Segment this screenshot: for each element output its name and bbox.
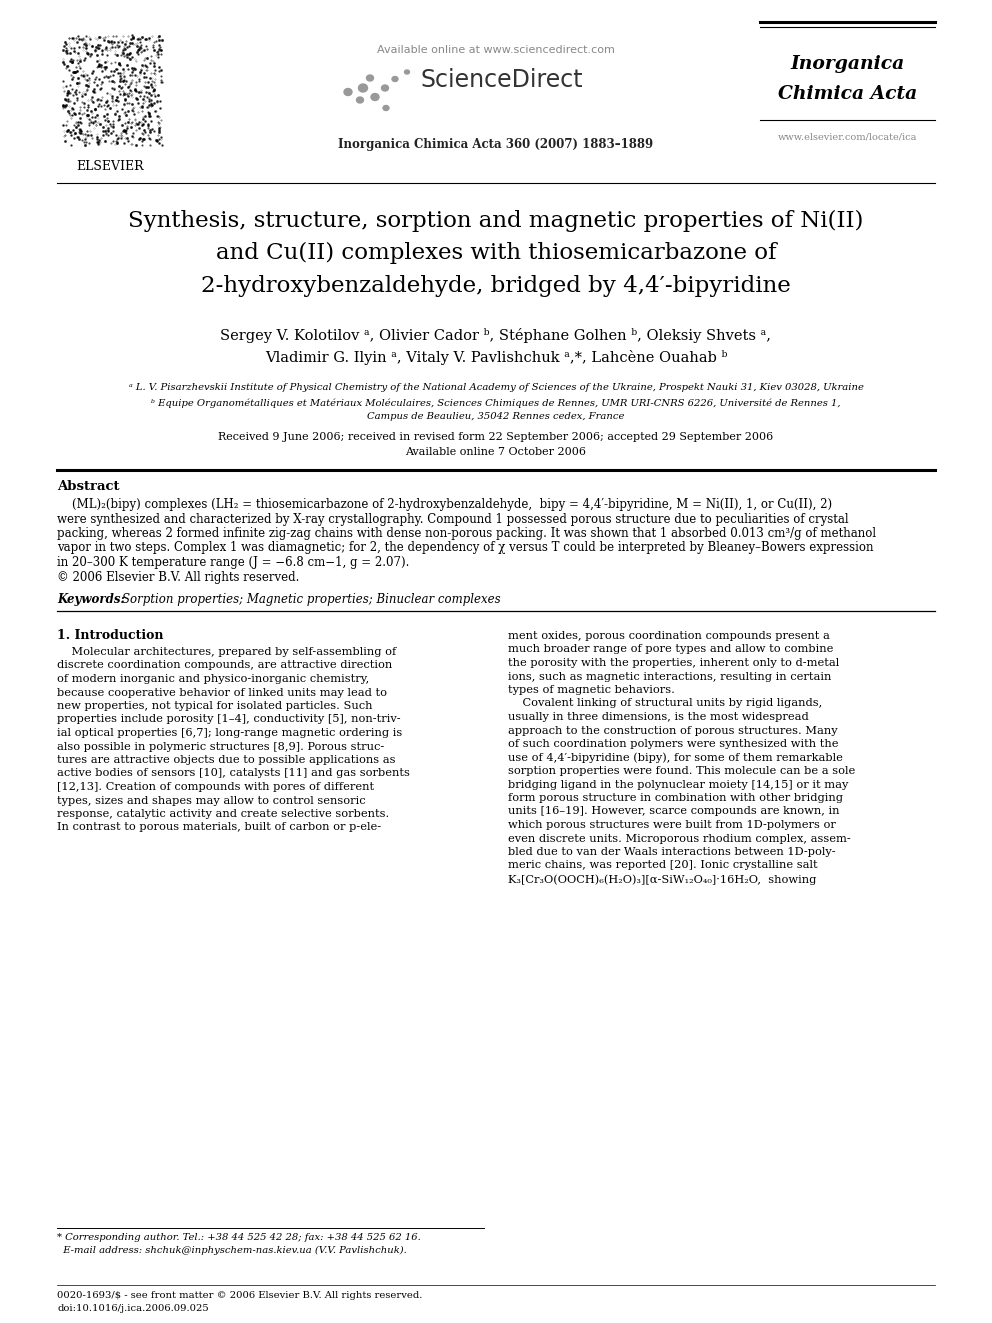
Text: In contrast to porous materials, built of carbon or p-ele-: In contrast to porous materials, built o… xyxy=(57,823,381,832)
Text: doi:10.1016/j.ica.2006.09.025: doi:10.1016/j.ica.2006.09.025 xyxy=(57,1304,208,1312)
Text: Synthesis, structure, sorption and magnetic properties of Ni(II)
and Cu(II) comp: Synthesis, structure, sorption and magne… xyxy=(128,210,864,296)
Text: ᵃ L. V. Pisarzhevskii Institute of Physical Chemistry of the National Academy of: ᵃ L. V. Pisarzhevskii Institute of Physi… xyxy=(129,382,863,392)
Ellipse shape xyxy=(371,94,379,101)
Text: ment oxides, porous coordination compounds present a: ment oxides, porous coordination compoun… xyxy=(509,631,830,642)
Text: even discrete units. Microporous rhodium complex, assem-: even discrete units. Microporous rhodium… xyxy=(509,833,851,844)
Text: discrete coordination compounds, are attractive direction: discrete coordination compounds, are att… xyxy=(57,660,392,671)
Text: Available online at www.sciencedirect.com: Available online at www.sciencedirect.co… xyxy=(377,45,615,56)
Text: much broader range of pore types and allow to combine: much broader range of pore types and all… xyxy=(509,644,834,655)
Text: Inorganica: Inorganica xyxy=(791,56,905,73)
Text: © 2006 Elsevier B.V. All rights reserved.: © 2006 Elsevier B.V. All rights reserved… xyxy=(57,570,300,583)
Text: Chimica Acta: Chimica Acta xyxy=(779,85,918,103)
Text: [12,13]. Creation of compounds with pores of different: [12,13]. Creation of compounds with pore… xyxy=(57,782,374,792)
Ellipse shape xyxy=(344,89,352,95)
Text: 0020-1693/$ - see front matter © 2006 Elsevier B.V. All rights reserved.: 0020-1693/$ - see front matter © 2006 El… xyxy=(57,1291,423,1301)
Text: vapor in two steps. Complex 1 was diamagnetic; for 2, the dependency of χ versus: vapor in two steps. Complex 1 was diamag… xyxy=(57,541,874,554)
Text: the porosity with the properties, inherent only to d-metal: the porosity with the properties, inhere… xyxy=(509,658,840,668)
Text: Inorganica Chimica Acta 360 (2007) 1883–1889: Inorganica Chimica Acta 360 (2007) 1883–… xyxy=(338,138,654,151)
Text: Abstract: Abstract xyxy=(57,480,119,493)
Text: usually in three dimensions, is the most widespread: usually in three dimensions, is the most… xyxy=(509,712,809,722)
Text: Sergey V. Kolotilov ᵃ, Olivier Cador ᵇ, Stéphane Golhen ᵇ, Oleksiy Shvets ᵃ,: Sergey V. Kolotilov ᵃ, Olivier Cador ᵇ, … xyxy=(220,328,772,343)
Text: (ML)₂(bipy) complexes (LH₂ = thiosemicarbazone of 2-hydroxybenzaldehyde,  bipy =: (ML)₂(bipy) complexes (LH₂ = thiosemicar… xyxy=(57,497,832,511)
Text: properties include porosity [1–4], conductivity [5], non-triv-: properties include porosity [1–4], condu… xyxy=(57,714,401,725)
Text: Keywords:: Keywords: xyxy=(57,593,125,606)
Text: ial optical properties [6,7]; long-range magnetic ordering is: ial optical properties [6,7]; long-range… xyxy=(57,728,402,738)
Text: * Corresponding author. Tel.: +38 44 525 42 28; fax: +38 44 525 62 16.: * Corresponding author. Tel.: +38 44 525… xyxy=(57,1233,421,1242)
Text: approach to the construction of porous structures. Many: approach to the construction of porous s… xyxy=(509,725,838,736)
Text: of such coordination polymers were synthesized with the: of such coordination polymers were synth… xyxy=(509,740,839,749)
Ellipse shape xyxy=(392,77,398,82)
Ellipse shape xyxy=(356,97,363,103)
Text: meric chains, was reported [20]. Ionic crystalline salt: meric chains, was reported [20]. Ionic c… xyxy=(509,860,818,871)
Text: ions, such as magnetic interactions, resulting in certain: ions, such as magnetic interactions, res… xyxy=(509,672,832,681)
Text: 1. Introduction: 1. Introduction xyxy=(57,628,164,642)
Text: types of magnetic behaviors.: types of magnetic behaviors. xyxy=(509,685,676,695)
Text: active bodies of sensors [10], catalysts [11] and gas sorbents: active bodies of sensors [10], catalysts… xyxy=(57,769,410,778)
Text: which porous structures were built from 1D-polymers or: which porous structures were built from … xyxy=(509,820,836,830)
Text: ScienceDirect: ScienceDirect xyxy=(420,67,582,93)
Text: ELSEVIER: ELSEVIER xyxy=(76,160,144,173)
Text: tures are attractive objects due to possible applications as: tures are attractive objects due to poss… xyxy=(57,755,396,765)
Text: K₃[Cr₃O(OOCH)₆(H₂O)₃][α-SiW₁₂O₄₀]·16H₂O,  showing: K₃[Cr₃O(OOCH)₆(H₂O)₃][α-SiW₁₂O₄₀]·16H₂O,… xyxy=(509,875,816,885)
Text: Campus de Beaulieu, 35042 Rennes cedex, France: Campus de Beaulieu, 35042 Rennes cedex, … xyxy=(367,411,625,421)
Text: types, sizes and shapes may allow to control sensoric: types, sizes and shapes may allow to con… xyxy=(57,795,366,806)
Text: Sorption properties; Magnetic properties; Binuclear complexes: Sorption properties; Magnetic properties… xyxy=(122,593,501,606)
Text: response, catalytic activity and create selective sorbents.: response, catalytic activity and create … xyxy=(57,808,389,819)
Text: Molecular architectures, prepared by self-assembling of: Molecular architectures, prepared by sel… xyxy=(57,647,396,658)
Ellipse shape xyxy=(358,83,367,93)
Ellipse shape xyxy=(383,106,389,111)
Text: Vladimir G. Ilyin ᵃ, Vitaly V. Pavlishchuk ᵃ,*, Lahcène Ouahab ᵇ: Vladimir G. Ilyin ᵃ, Vitaly V. Pavlishch… xyxy=(265,351,727,365)
Text: Covalent linking of structural units by rigid ligands,: Covalent linking of structural units by … xyxy=(509,699,822,709)
Text: because cooperative behavior of linked units may lead to: because cooperative behavior of linked u… xyxy=(57,688,387,697)
Ellipse shape xyxy=(366,75,374,81)
Text: were synthesized and characterized by X-ray crystallography. Compound 1 possesse: were synthesized and characterized by X-… xyxy=(57,512,848,525)
Text: bled due to van der Waals interactions between 1D-poly-: bled due to van der Waals interactions b… xyxy=(509,847,836,857)
Text: in 20–300 K temperature range (J = −6.8 cm−1, g = 2.07).: in 20–300 K temperature range (J = −6.8 … xyxy=(57,556,410,569)
Text: new properties, not typical for isolated particles. Such: new properties, not typical for isolated… xyxy=(57,701,373,710)
Text: form porous structure in combination with other bridging: form porous structure in combination wit… xyxy=(509,792,843,803)
Text: packing, whereas 2 formed infinite zig-zag chains with dense non-porous packing.: packing, whereas 2 formed infinite zig-z… xyxy=(57,527,876,540)
Text: use of 4,4′-bipyridine (bipy), for some of them remarkable: use of 4,4′-bipyridine (bipy), for some … xyxy=(509,753,843,763)
Text: also possible in polymeric structures [8,9]. Porous struc-: also possible in polymeric structures [8… xyxy=(57,741,384,751)
Ellipse shape xyxy=(382,85,389,91)
Text: www.elsevier.com/locate/ica: www.elsevier.com/locate/ica xyxy=(779,134,918,142)
Text: bridging ligand in the polynuclear moiety [14,15] or it may: bridging ligand in the polynuclear moiet… xyxy=(509,779,849,790)
Text: units [16–19]. However, scarce compounds are known, in: units [16–19]. However, scarce compounds… xyxy=(509,807,840,816)
Text: sorption properties were found. This molecule can be a sole: sorption properties were found. This mol… xyxy=(509,766,856,777)
Text: Received 9 June 2006; received in revised form 22 September 2006; accepted 29 Se: Received 9 June 2006; received in revise… xyxy=(218,433,774,442)
Ellipse shape xyxy=(405,70,410,74)
Text: ᵇ Equipe Organométalliques et Matériaux Moléculaires, Sciences Chimiques de Renn: ᵇ Equipe Organométalliques et Matériaux … xyxy=(151,398,841,407)
Text: E-mail address: shchuk@inphyschem-nas.kiev.ua (V.V. Pavlishchuk).: E-mail address: shchuk@inphyschem-nas.ki… xyxy=(57,1246,407,1256)
Text: Available online 7 October 2006: Available online 7 October 2006 xyxy=(406,447,586,456)
Text: of modern inorganic and physico-inorganic chemistry,: of modern inorganic and physico-inorgani… xyxy=(57,673,369,684)
